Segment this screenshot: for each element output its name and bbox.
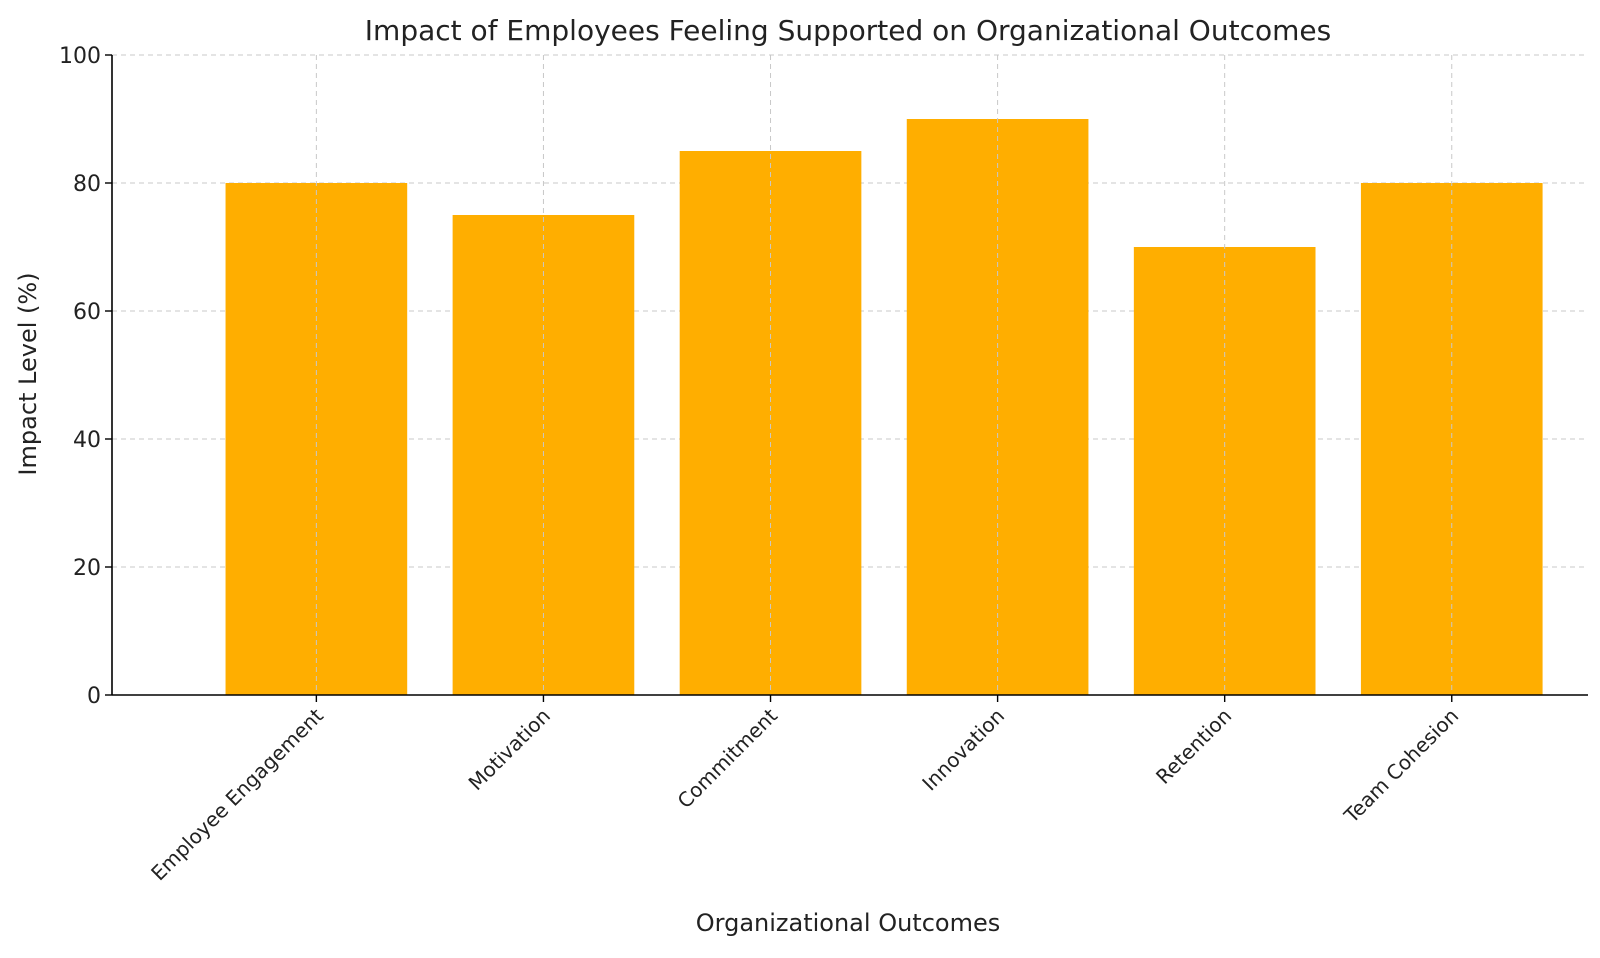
x-tick-label: Employee Engagement: [146, 703, 328, 885]
chart-title: Impact of Employees Feeling Supported on…: [365, 14, 1331, 47]
axes: [111, 55, 1588, 696]
y-tick-label: 80: [73, 172, 101, 197]
x-axis-label: Organizational Outcomes: [696, 909, 1000, 937]
bar-employee-engagement: [225, 183, 408, 695]
bar-team-cohesion: [1360, 183, 1543, 695]
y-tick-label: 20: [73, 556, 101, 581]
x-tick-label: Innovation: [917, 704, 1009, 796]
x-tick-label: Commitment: [673, 703, 783, 813]
y-tick-label: 100: [59, 44, 101, 69]
y-tick-label: 60: [73, 300, 101, 325]
x-tick-label: Motivation: [464, 704, 555, 795]
x-tick-label: Team Cohesion: [1339, 704, 1464, 829]
bars: [225, 55, 1543, 695]
x-tick-label: Retention: [1151, 704, 1236, 789]
y-axis-label: Impact Level (%): [14, 272, 42, 475]
x-ticks: Employee Engagement Motivation Commitment I…: [146, 695, 1463, 885]
y-ticks: 0 20 40 60 80 100: [59, 44, 112, 709]
y-tick-label: 0: [87, 684, 101, 709]
y-tick-label: 40: [73, 428, 101, 453]
